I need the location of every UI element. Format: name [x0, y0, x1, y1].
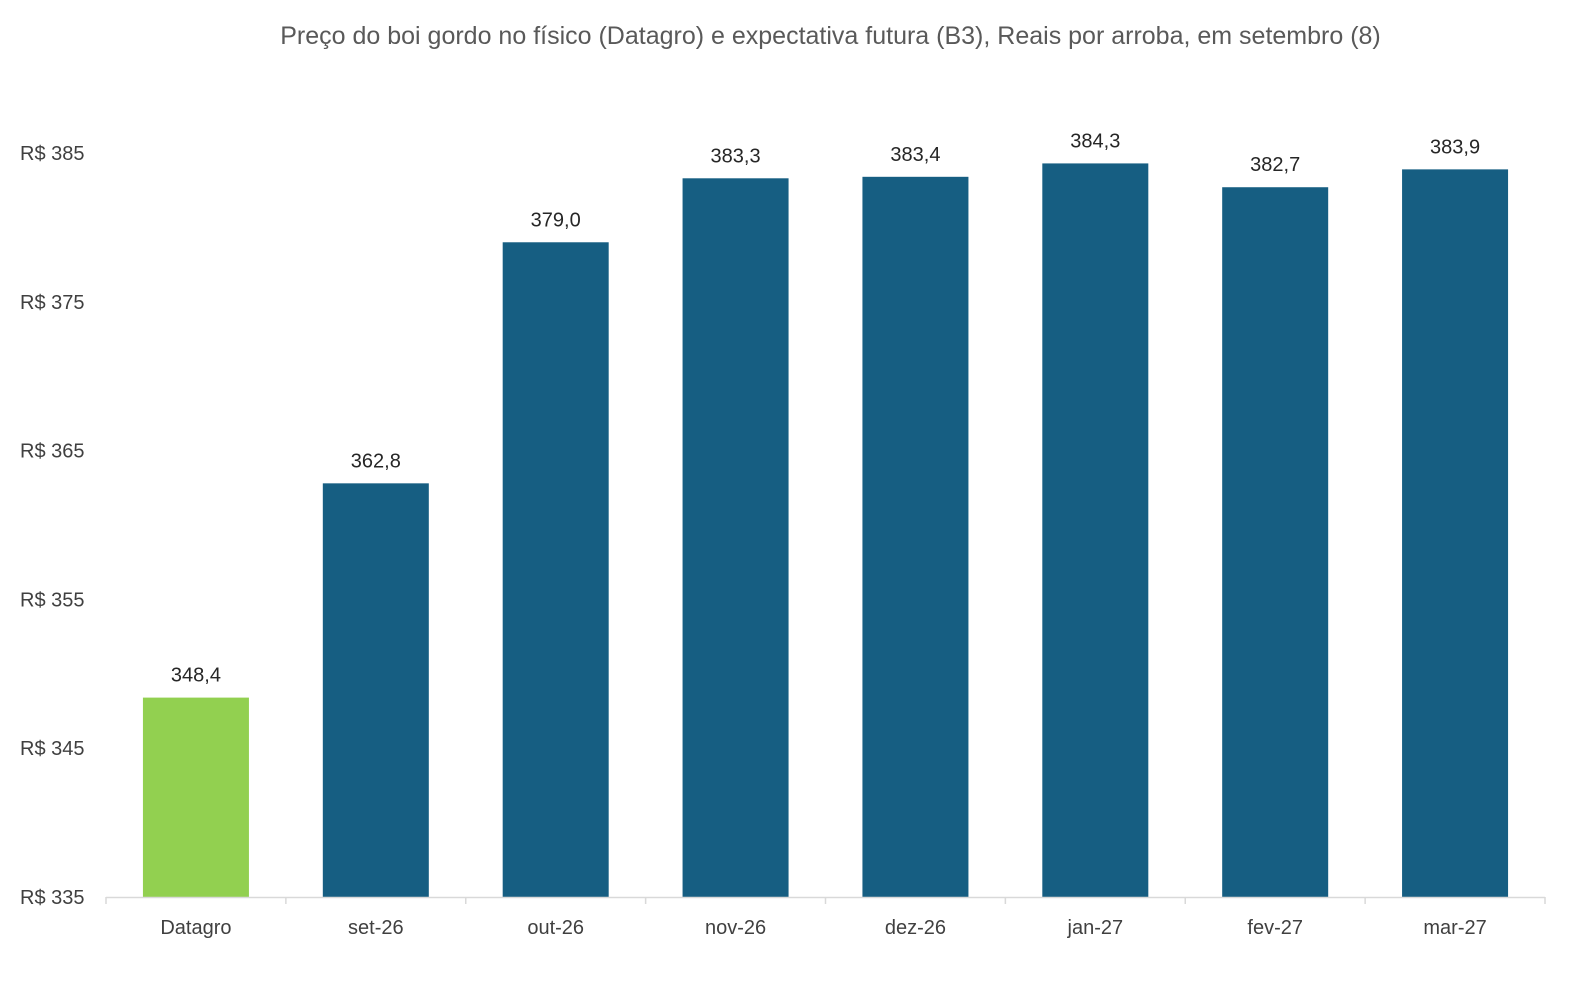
data-label: 383,3 [711, 145, 761, 167]
chart-title: Preço do boi gordo no físico (Datagro) e… [280, 22, 1381, 50]
y-axis-ticks: R$ 335 R$ 345 R$ 355 R$ 365 R$ 375 R$ 385 [20, 143, 85, 909]
bar-nov-26 [682, 178, 789, 897]
y-tick-label: R$ 345 [20, 738, 85, 760]
category-label: out-26 [527, 917, 584, 939]
data-label: 383,4 [890, 144, 940, 166]
category-labels: Datagro set-26 out-26 nov-26 dez-26 jan-27 fev… [160, 917, 1486, 939]
category-label: mar-27 [1423, 917, 1486, 939]
y-tick-label: R$ 385 [20, 143, 85, 165]
data-labels: 348,4 362,8 379,0 383,3 383,4 384,3 382,7 383,9 [171, 130, 1480, 686]
category-label: Datagro [160, 917, 231, 939]
data-label: 379,0 [531, 209, 581, 231]
data-label: 382,7 [1250, 154, 1300, 176]
bar-mar-27 [1402, 169, 1509, 898]
bars [142, 163, 1509, 898]
data-label: 384,3 [1070, 130, 1120, 152]
category-label: nov-26 [705, 917, 766, 939]
category-label: dez-26 [885, 917, 946, 939]
bar-fev-27 [1222, 187, 1329, 897]
y-tick-label: R$ 365 [20, 441, 85, 463]
category-label: jan-27 [1067, 917, 1124, 939]
bar-dez-26 [862, 176, 969, 898]
data-label: 348,4 [171, 665, 221, 687]
bar-set-26 [322, 483, 429, 897]
y-tick-label: R$ 335 [20, 887, 85, 909]
bar-out-26 [502, 242, 609, 897]
category-label: fev-27 [1247, 917, 1303, 939]
x-axis [105, 896, 1546, 904]
bar-Datagro [142, 697, 249, 897]
bar-jan-27 [1042, 163, 1149, 897]
y-tick-label: R$ 355 [20, 589, 85, 611]
y-tick-label: R$ 375 [20, 292, 85, 314]
category-label: set-26 [348, 917, 404, 939]
data-label: 362,8 [351, 450, 401, 472]
data-label: 383,9 [1430, 136, 1480, 158]
